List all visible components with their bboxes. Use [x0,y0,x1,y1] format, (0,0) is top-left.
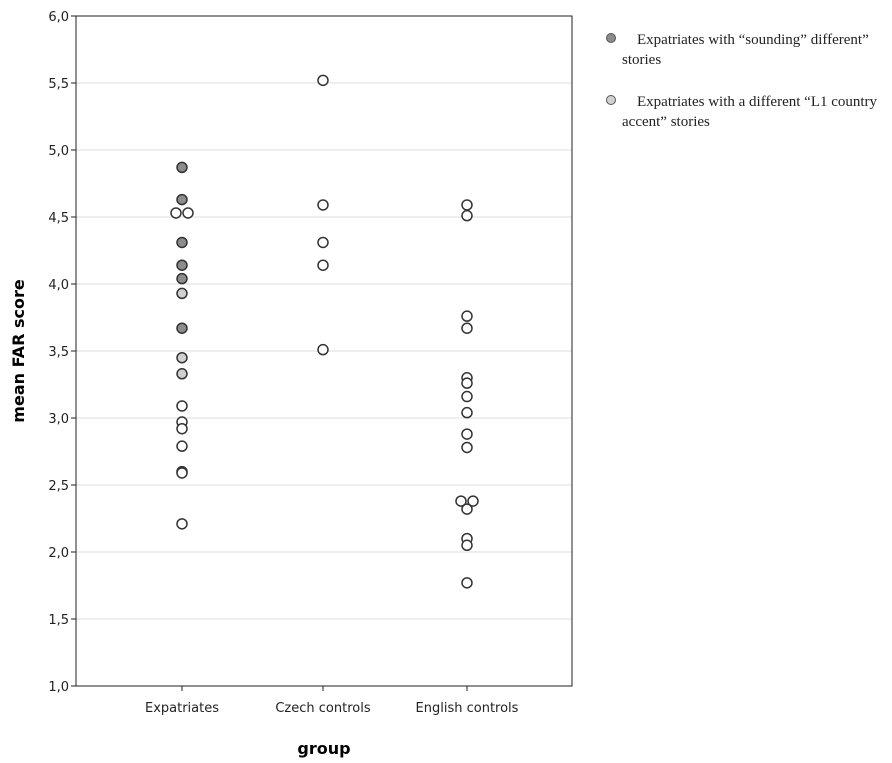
data-point [461,390,473,403]
data-point [182,207,194,219]
legend-marker-light [606,95,616,105]
data-point [317,199,329,211]
legend-label: Expatriates with “sounding” different” s… [622,32,869,68]
data-point [461,406,473,419]
x-tick-label: English controls [416,701,519,716]
y-tick-label: 4,5 [48,211,69,226]
data-point [461,322,473,334]
data-point [467,495,479,507]
x-tick-label: Czech controls [275,701,370,716]
data-point [176,272,188,285]
y-tick-label: 1,5 [48,613,69,628]
data-point [176,368,188,380]
legend-item-l1-accent: Expatriates with a different “L1 country… [606,92,892,132]
data-points [170,74,479,589]
data-point [176,259,188,271]
data-point [176,161,188,174]
y-tick-label: 3,0 [48,412,69,427]
y-axis: 1,0 1,5 2,0 2,5 3,0 3,5 4,0 4,5 5,0 5,5 6,0 [48,10,76,695]
y-tick-label: 3,5 [48,345,69,360]
data-point [176,322,188,334]
data-point [176,193,188,206]
y-tick-label: 5,5 [48,77,69,92]
y-axis-title: mean FAR score [9,279,28,423]
data-point [461,209,473,222]
data-point [461,428,473,440]
y-tick-label: 1,0 [48,680,69,695]
data-point [317,259,329,271]
y-tick-label: 2,0 [48,546,69,561]
y-tick-label: 4,0 [48,278,69,293]
data-point [461,377,473,389]
data-point [176,422,188,435]
data-point [461,199,473,211]
y-tick-label: 6,0 [48,10,69,25]
x-axis: Expatriates Czech controls English control… [145,686,519,716]
data-point [176,236,188,249]
data-point [176,518,188,530]
x-tick-label: Expatriates [145,701,219,716]
legend-label: Expatriates with a different “L1 country… [622,94,878,130]
data-point [461,310,473,322]
data-point [461,503,473,515]
y-tick-label: 5,0 [48,144,69,159]
data-point [176,467,188,479]
data-point [317,343,329,356]
data-point [317,236,329,249]
data-point [461,577,473,589]
y-tick-label: 2,5 [48,479,69,494]
data-point [461,441,473,454]
legend: Expatriates with “sounding” different” s… [606,30,892,154]
x-axis-title: group [297,739,350,758]
data-point [176,400,188,412]
data-point [176,351,188,364]
data-point [455,495,467,507]
data-point [176,287,188,300]
legend-marker-dark [606,33,616,43]
data-point [176,440,188,452]
data-point [461,539,473,552]
data-point [170,207,182,219]
legend-item-sounding-different: Expatriates with “sounding” different” s… [606,30,892,70]
data-point [317,74,329,87]
